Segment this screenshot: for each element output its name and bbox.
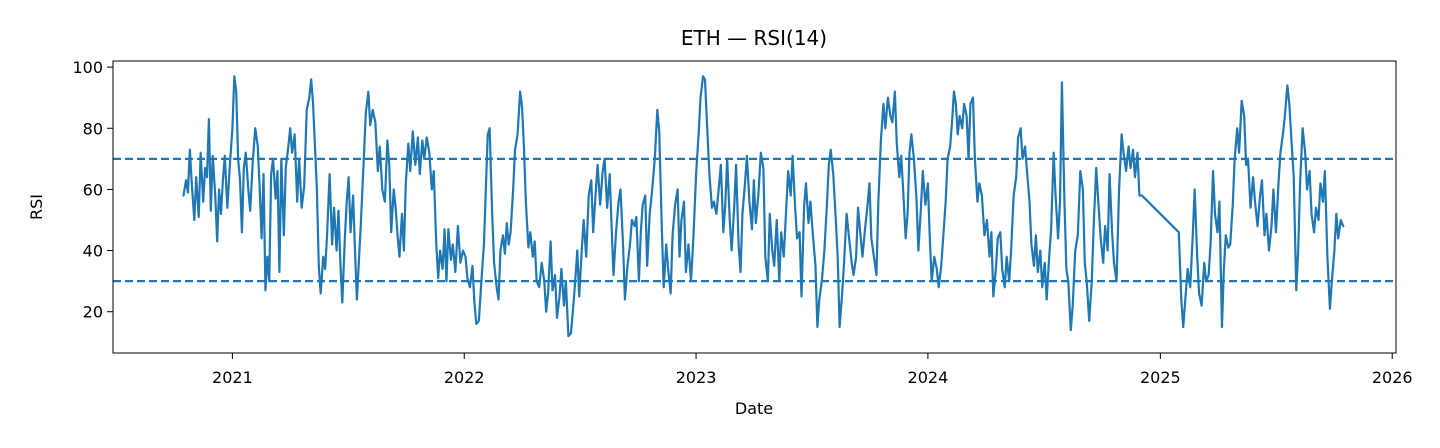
y-axis: 20 40 60 80 100 bbox=[72, 58, 113, 322]
x-axis: 2021 2022 2023 2024 2025 2026 bbox=[212, 353, 1413, 387]
x-axis-label: Date bbox=[735, 399, 773, 418]
x-tick-label: 2024 bbox=[908, 368, 949, 387]
reference-lines bbox=[113, 157, 1396, 283]
y-tick-label: 40 bbox=[83, 242, 103, 261]
plot-frame bbox=[112, 60, 1397, 354]
series-line-rsi bbox=[182, 75, 1345, 338]
y-tick-label: 100 bbox=[72, 58, 103, 77]
x-tick-label: 2021 bbox=[212, 368, 253, 387]
y-tick-label: 60 bbox=[83, 180, 103, 199]
chart-title: ETH — RSI(14) bbox=[681, 26, 827, 50]
series-layer bbox=[182, 75, 1345, 338]
x-tick-label: 2022 bbox=[444, 368, 485, 387]
x-tick-label: 2023 bbox=[676, 368, 717, 387]
y-tick-label: 80 bbox=[83, 119, 103, 138]
x-tick-label: 2025 bbox=[1140, 368, 1181, 387]
x-tick-label: 2026 bbox=[1372, 368, 1413, 387]
y-axis-label: RSI bbox=[27, 194, 46, 220]
y-tick-label: 20 bbox=[83, 303, 103, 322]
